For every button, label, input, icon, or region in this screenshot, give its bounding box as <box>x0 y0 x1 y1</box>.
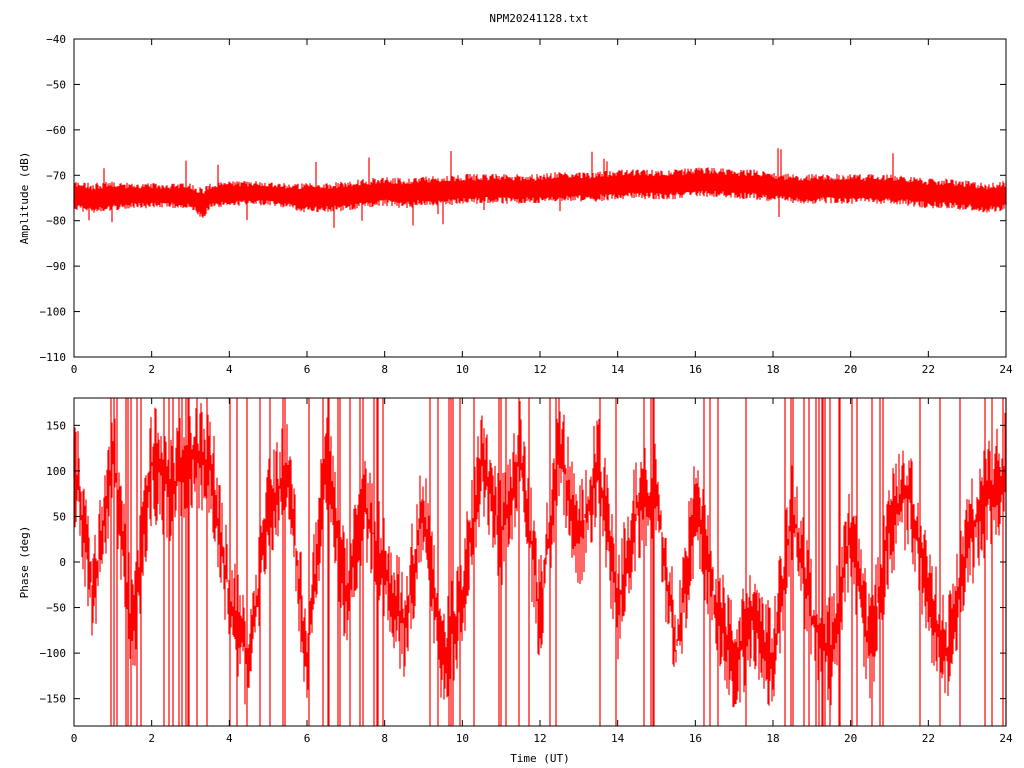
y-tick-label: 100 <box>46 465 66 478</box>
x-tick-label: 6 <box>304 363 311 376</box>
x-tick-label: 10 <box>456 363 469 376</box>
x-tick-label: 0 <box>71 732 78 745</box>
x-tick-label: 4 <box>226 363 233 376</box>
x-tick-label: 6 <box>304 732 311 745</box>
x-tick-label: 2 <box>148 363 155 376</box>
phase-trace <box>73 398 1007 726</box>
y-axis-label: Amplitude (dB) <box>18 152 31 245</box>
x-tick-label: 20 <box>844 363 857 376</box>
x-tick-label: 8 <box>381 732 388 745</box>
y-tick-label: −40 <box>46 33 66 46</box>
y-tick-label: −150 <box>40 693 67 706</box>
x-tick-label: 0 <box>71 363 78 376</box>
amplitude-trace <box>73 148 1007 228</box>
y-tick-label: 0 <box>59 556 66 569</box>
x-axis-label: Time (UT) <box>510 752 570 765</box>
x-tick-label: 8 <box>381 363 388 376</box>
x-tick-label: 14 <box>611 732 625 745</box>
y-tick-label: −110 <box>40 351 67 364</box>
x-tick-label: 22 <box>922 363 935 376</box>
chart-title: NPM20241128.txt <box>489 12 588 25</box>
x-tick-label: 24 <box>999 363 1013 376</box>
y-tick-label: −100 <box>40 647 67 660</box>
x-tick-label: 22 <box>922 732 935 745</box>
y-tick-label: −50 <box>46 602 66 615</box>
x-tick-label: 18 <box>766 732 779 745</box>
amplitude-panel: 0 2 4 6 8 10 12 14 16 18 20 22 24−40−50−60−70−80−90−… <box>18 33 1013 376</box>
x-tick-label: 4 <box>226 732 233 745</box>
y-axis-label: Phase (deg) <box>18 526 31 599</box>
x-tick-label: 18 <box>766 363 779 376</box>
phase-panel: 0 2 4 6 8 10 12 14 16 18 20 22 24150100500−50−100−15… <box>18 397 1013 765</box>
x-tick-label: 12 <box>533 732 546 745</box>
x-tick-label: 14 <box>611 363 625 376</box>
x-tick-label: 20 <box>844 732 857 745</box>
x-tick-label: 10 <box>456 732 469 745</box>
y-tick-label: −60 <box>46 124 66 137</box>
y-tick-label: −100 <box>40 306 67 319</box>
x-tick-label: 2 <box>148 732 155 745</box>
y-tick-label: −50 <box>46 78 66 91</box>
x-tick-label: 16 <box>689 363 702 376</box>
y-tick-label: −80 <box>46 215 66 228</box>
y-tick-label: −90 <box>46 260 66 273</box>
y-tick-label: 150 <box>46 419 66 432</box>
y-tick-label: −70 <box>46 169 66 182</box>
y-tick-label: 50 <box>53 510 66 523</box>
x-tick-label: 24 <box>999 732 1013 745</box>
x-tick-label: 16 <box>689 732 702 745</box>
x-tick-label: 12 <box>533 363 546 376</box>
